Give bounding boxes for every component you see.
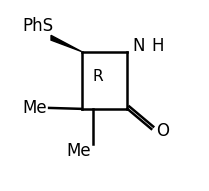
Text: H: H	[151, 37, 164, 55]
Text: PhS: PhS	[22, 17, 54, 35]
Text: N: N	[132, 37, 145, 55]
Polygon shape	[51, 35, 82, 52]
Text: Me: Me	[66, 142, 91, 160]
Text: O: O	[156, 122, 169, 140]
Text: Me: Me	[22, 99, 47, 117]
Text: R: R	[93, 69, 103, 84]
